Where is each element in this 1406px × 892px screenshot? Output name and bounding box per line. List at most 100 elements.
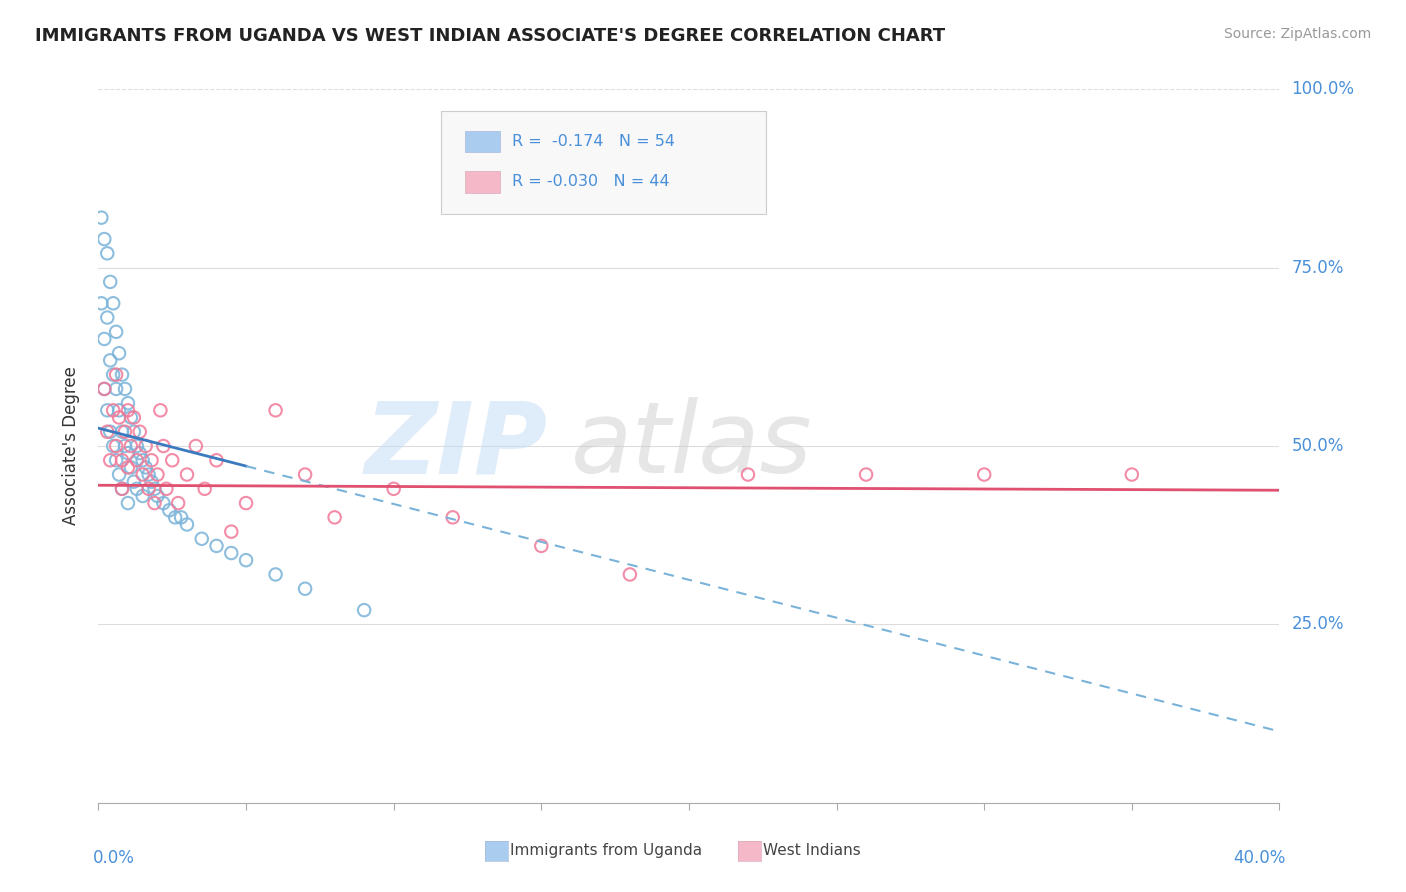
Point: [111, 453, 134, 467]
Point: [122, 410, 145, 425]
Point: [98, 453, 121, 467]
Point: [117, 460, 139, 475]
Point: [135, 439, 157, 453]
Text: ZIP: ZIP: [364, 398, 547, 494]
Point: [98, 275, 121, 289]
Text: 100.0%: 100.0%: [1291, 80, 1354, 98]
Point: [165, 510, 187, 524]
Point: [155, 482, 177, 496]
Point: [294, 467, 316, 482]
Point: [152, 439, 174, 453]
Point: [93, 232, 115, 246]
Text: 50.0%: 50.0%: [1291, 437, 1344, 455]
Point: [146, 489, 169, 503]
Point: [105, 325, 128, 339]
Point: [973, 467, 995, 482]
Point: [111, 368, 134, 382]
Text: West Indians: West Indians: [763, 844, 862, 858]
Point: [128, 425, 150, 439]
Point: [264, 403, 287, 417]
Point: [117, 496, 139, 510]
Point: [441, 510, 464, 524]
Text: 0.0%: 0.0%: [93, 849, 135, 867]
Point: [619, 567, 641, 582]
Point: [117, 396, 139, 410]
Point: [191, 532, 214, 546]
Point: [128, 446, 150, 460]
Y-axis label: Associate's Degree: Associate's Degree: [62, 367, 80, 525]
Point: [117, 403, 139, 417]
Point: [96, 310, 118, 325]
Point: [146, 467, 169, 482]
Point: [105, 382, 128, 396]
Text: atlas: atlas: [571, 398, 813, 494]
Point: [105, 439, 128, 453]
Point: [353, 603, 375, 617]
Point: [98, 353, 121, 368]
Point: [294, 582, 316, 596]
Point: [132, 467, 155, 482]
Point: [162, 453, 183, 467]
Point: [125, 453, 148, 467]
Point: [96, 425, 118, 439]
Point: [152, 496, 174, 510]
Point: [264, 567, 287, 582]
Point: [120, 410, 142, 425]
Point: [737, 467, 759, 482]
Point: [138, 467, 160, 482]
Text: Source: ZipAtlas.com: Source: ZipAtlas.com: [1223, 27, 1371, 41]
Point: [143, 482, 166, 496]
Point: [530, 539, 553, 553]
Point: [184, 439, 207, 453]
Point: [141, 453, 163, 467]
Point: [132, 453, 155, 467]
Point: [135, 460, 157, 475]
Point: [143, 496, 166, 510]
Point: [96, 403, 118, 417]
Point: [235, 496, 257, 510]
Point: [111, 482, 134, 496]
Text: 75.0%: 75.0%: [1291, 259, 1344, 277]
Point: [157, 503, 180, 517]
Point: [103, 403, 125, 417]
Point: [176, 467, 198, 482]
Point: [149, 403, 172, 417]
Point: [141, 475, 163, 489]
Point: [855, 467, 877, 482]
Point: [120, 460, 142, 475]
Point: [114, 425, 136, 439]
Point: [170, 510, 193, 524]
Point: [90, 296, 112, 310]
Point: [125, 439, 148, 453]
Bar: [464, 130, 501, 152]
Point: [93, 332, 115, 346]
Point: [205, 539, 228, 553]
Text: 40.0%: 40.0%: [1233, 849, 1285, 867]
Point: [167, 496, 190, 510]
Point: [103, 439, 125, 453]
Point: [108, 346, 131, 360]
Point: [103, 296, 125, 310]
Point: [114, 382, 136, 396]
Text: R =  -0.174   N = 54: R = -0.174 N = 54: [512, 134, 675, 149]
Point: [108, 410, 131, 425]
Point: [125, 482, 148, 496]
Point: [96, 246, 118, 260]
Point: [176, 517, 198, 532]
Point: [323, 510, 346, 524]
Point: [90, 211, 112, 225]
Point: [93, 382, 115, 396]
Point: [219, 546, 242, 560]
Point: [132, 489, 155, 503]
Text: R = -0.030   N = 44: R = -0.030 N = 44: [512, 175, 669, 189]
Point: [114, 439, 136, 453]
Text: Immigrants from Uganda: Immigrants from Uganda: [510, 844, 703, 858]
Point: [103, 368, 125, 382]
FancyBboxPatch shape: [441, 111, 766, 214]
Point: [98, 425, 121, 439]
Point: [111, 482, 134, 496]
Point: [205, 453, 228, 467]
Text: 25.0%: 25.0%: [1291, 615, 1344, 633]
Point: [122, 425, 145, 439]
Point: [194, 482, 217, 496]
